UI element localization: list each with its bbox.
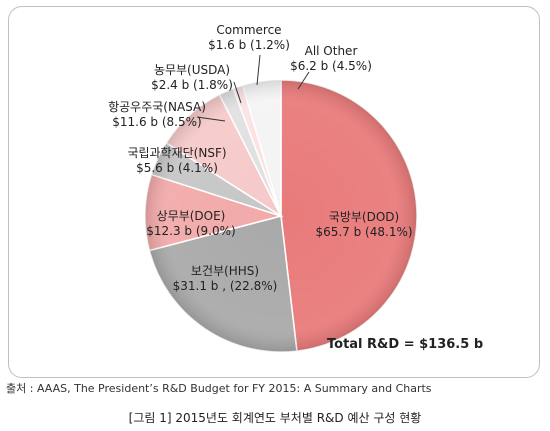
slice-value-label: $31.1 b , (22.8%) [173, 279, 278, 293]
pie-chart: 국방부(DOD)$65.7 b (48.1%) 보건부(HHS)$31.1 b ,… [108, 23, 418, 353]
leader-line [256, 54, 261, 86]
slice-value-label: $5.6 b (4.1%) [136, 161, 218, 175]
leader-line [196, 116, 226, 122]
slice-value-label: $2.4 b (1.8%) [151, 78, 233, 92]
slice-value-label: $1.6 b (1.2%) [208, 38, 290, 52]
total-label: Total R&D = $136.5 b [327, 337, 484, 352]
slice-value-label: $6.2 b (4.5%) [290, 59, 372, 73]
slice-label: 국립과학재단(NSF) [127, 146, 226, 160]
pie-shading [145, 80, 417, 352]
chart-frame: 국방부(DOD) $65.7 b (48.1%) 보건부(HHS) $31.1 b ,… [8, 6, 540, 378]
slice-label: 항공우주국(NASA) [108, 100, 206, 114]
slice-label: Commerce [216, 23, 281, 37]
slice-value-label: $11.6 b (8.5%) [112, 115, 201, 129]
source-note: 출처 : AAAS, The President’s R&D Budget fo… [6, 382, 432, 395]
slice-label: 상무부(DOE) [157, 209, 226, 223]
leader-line [297, 71, 310, 90]
figure-caption: [그림 1] 2015년도 회계연도 부처별 R&D 예산 구성 현황 [128, 411, 422, 425]
slice-label: All Other [305, 44, 358, 58]
slice-label: 국방부(DOD) [329, 210, 399, 224]
slice-label: 농무부(USDA) [154, 63, 230, 77]
slice-value-label: $12.3 b (9.0%) [146, 224, 235, 238]
slice-value-label: $65.7 b (48.1%) [315, 225, 412, 239]
slice-label: 보건부(HHS) [191, 264, 259, 278]
leader-line [233, 81, 242, 104]
